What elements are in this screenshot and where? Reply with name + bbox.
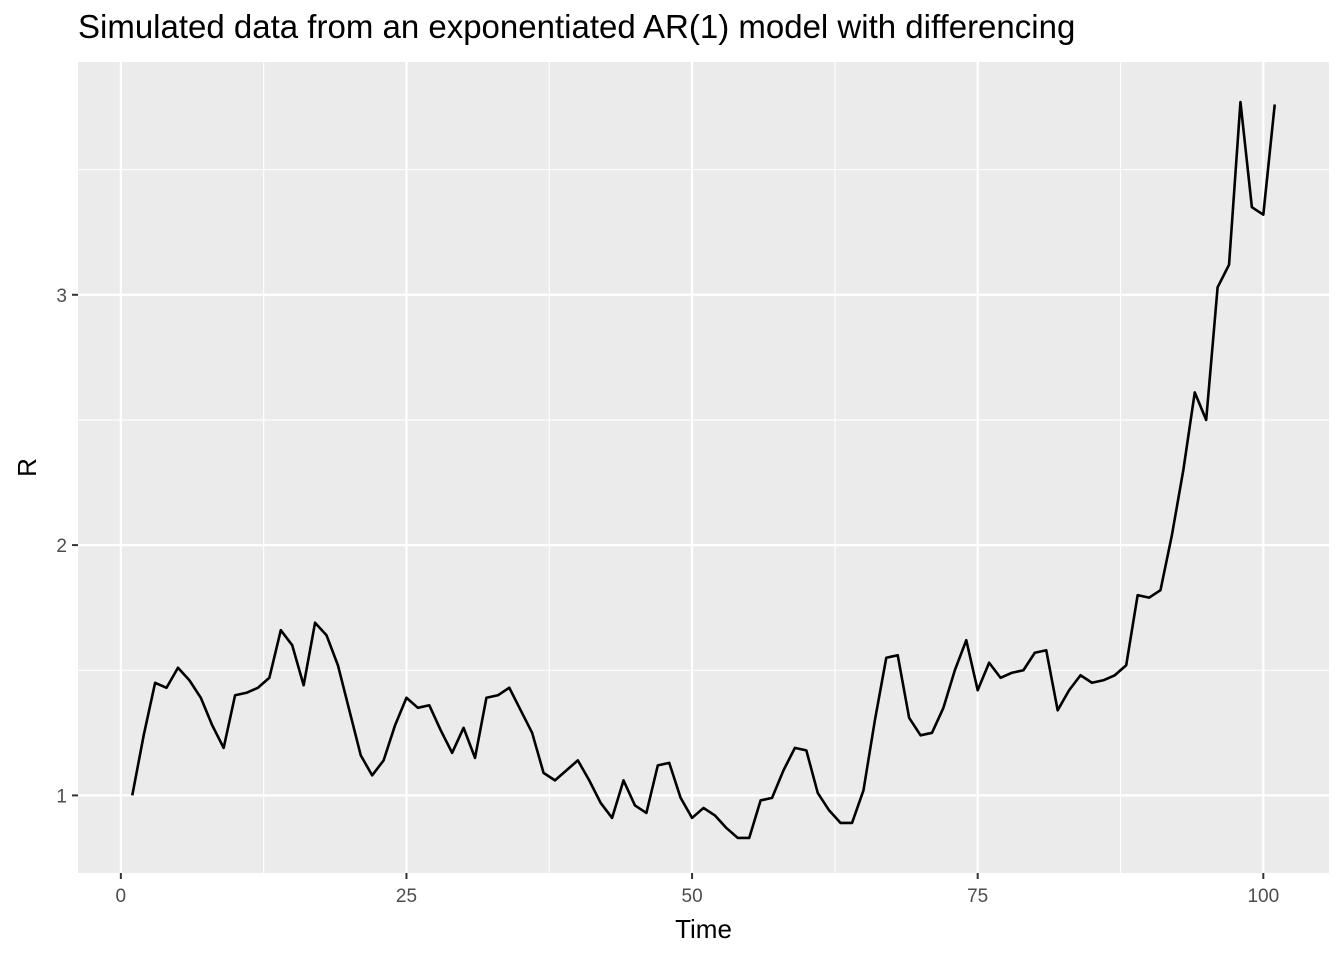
x-tick-label: 25	[396, 886, 417, 907]
y-axis: 1 2 3	[56, 286, 78, 807]
y-tick-label: 3	[56, 286, 67, 307]
x-axis-title: Time	[675, 914, 732, 944]
x-tick-label: 50	[682, 886, 703, 907]
minor-gridlines	[78, 62, 1329, 873]
x-tick-label: 0	[116, 886, 127, 907]
plot-panel	[78, 62, 1329, 873]
x-tick-label: 75	[967, 886, 988, 907]
y-tick-label: 2	[56, 536, 67, 557]
y-tick-label: 1	[56, 786, 67, 807]
y-axis-title: R	[12, 458, 42, 477]
series-line	[130, 100, 1277, 840]
x-tick-label: 100	[1247, 886, 1279, 907]
chart-title: Simulated data from an exponentiated AR(…	[78, 8, 1076, 45]
x-axis: 0 25 50 75 100	[116, 873, 1279, 907]
series-group	[130, 100, 1277, 840]
major-gridlines	[78, 62, 1329, 873]
